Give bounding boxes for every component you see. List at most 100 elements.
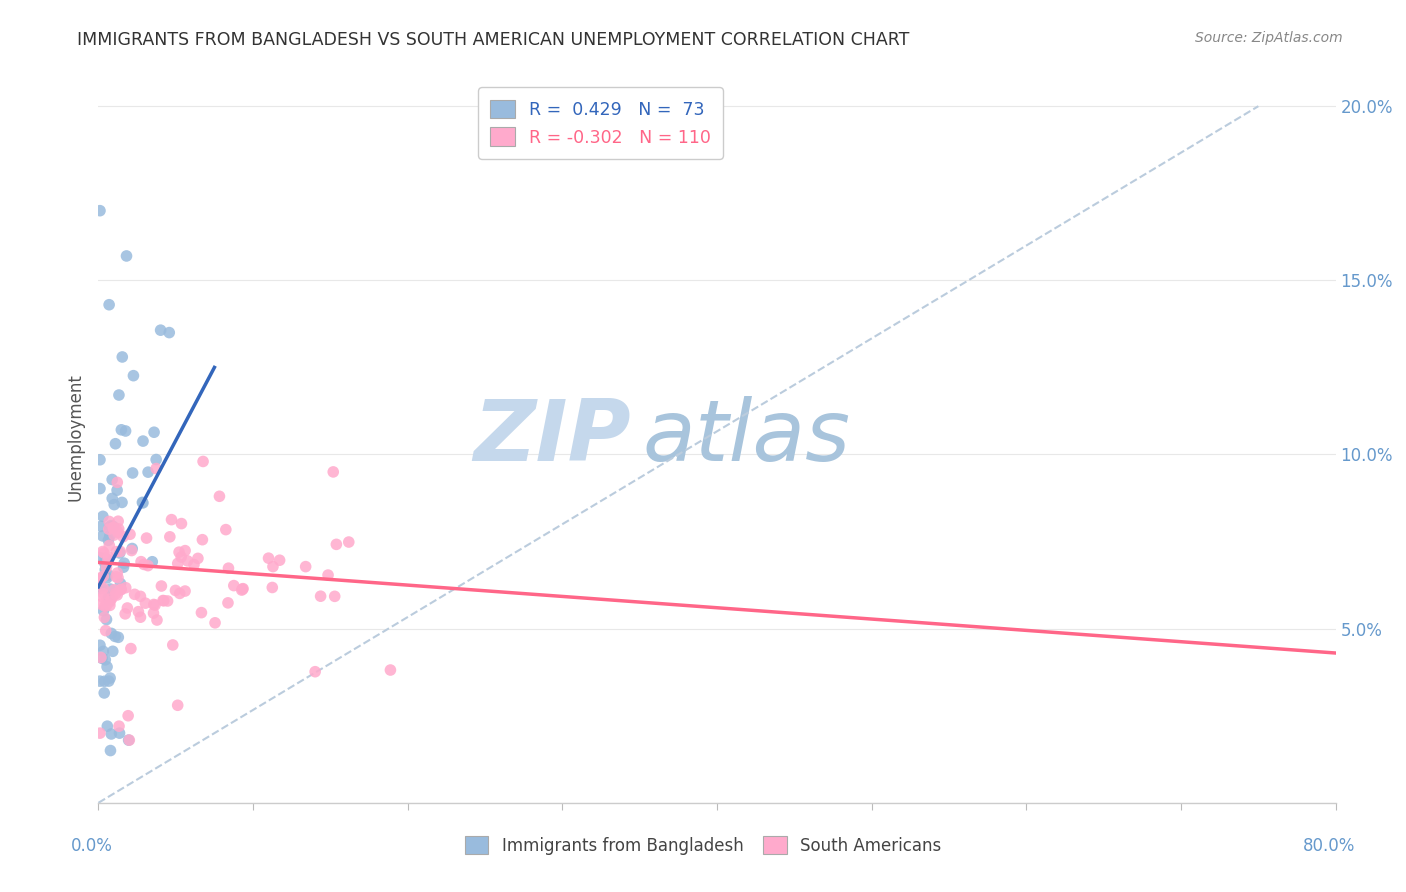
Point [117,601,139,615]
Point [294,559,316,574]
Point [136,558,159,573]
Y-axis label: Unemployment: Unemployment [66,373,84,501]
Point [112,560,135,574]
Point [103,582,125,597]
Point [204,615,226,630]
Point [96,660,118,674]
Point [93,674,115,689]
Point [156,594,179,608]
Point [129,555,152,569]
Point [110,582,132,597]
Point [89,571,111,585]
Point [183,558,205,572]
Point [89,452,111,467]
Text: atlas: atlas [643,395,851,479]
Point [304,665,326,679]
Point [323,590,346,604]
Point [131,495,153,509]
Point [170,516,193,531]
Point [105,524,128,538]
Point [124,587,146,601]
Point [93,587,115,601]
Point [105,544,128,558]
Point [174,584,197,599]
Point [114,607,136,621]
Point [89,638,111,652]
Point [145,452,167,467]
Point [105,570,128,584]
Point [127,605,149,619]
Point [231,582,253,596]
Point [232,582,254,596]
Point [112,530,135,544]
Point [107,571,129,585]
Point [110,544,132,558]
Point [112,556,135,570]
Point [93,610,115,624]
Point [90,580,112,594]
Point [100,518,122,533]
Point [89,582,111,596]
Point [104,587,127,601]
Point [91,581,114,595]
Point [165,583,187,598]
Point [94,551,117,566]
Point [97,533,120,548]
Point [170,550,193,565]
Point [94,624,117,638]
Point [174,543,197,558]
Point [93,546,115,560]
Point [100,743,122,757]
Point [215,523,238,537]
Point [262,581,284,595]
Point [121,466,143,480]
Point [143,425,166,440]
Point [129,610,152,624]
Point [107,630,129,644]
Point [103,498,125,512]
Text: Source: ZipAtlas.com: Source: ZipAtlas.com [1195,31,1343,45]
Text: IMMIGRANTS FROM BANGLADESH VS SOUTH AMERICAN UNEMPLOYMENT CORRELATION CHART: IMMIGRANTS FROM BANGLADESH VS SOUTH AMER… [77,31,910,49]
Point [101,644,124,658]
Point [145,461,167,475]
Point [94,563,117,577]
Point [167,545,190,559]
Point [208,489,231,503]
Point [114,424,136,438]
Point [98,538,121,552]
Point [217,596,239,610]
Point [96,719,118,733]
Point [162,638,184,652]
Point [96,599,118,613]
Point [134,596,156,610]
Point [91,529,114,543]
Point [262,559,284,574]
Point [257,551,280,566]
Point [103,528,125,542]
Point [107,525,129,540]
Point [91,544,114,558]
Point [100,626,122,640]
Point [101,591,124,606]
Point [98,298,121,312]
Point [121,541,143,556]
Point [98,594,121,608]
Point [136,465,159,479]
Point [231,583,253,598]
Point [90,597,112,611]
Point [114,581,136,595]
Point [108,726,131,740]
Point [91,569,114,583]
Legend: Immigrants from Bangladesh, South Americans: Immigrants from Bangladesh, South Americ… [458,830,948,862]
Point [93,604,115,618]
Point [110,582,132,597]
Point [135,531,157,545]
Point [96,554,118,568]
Point [101,491,124,506]
Point [141,555,163,569]
Point [91,644,114,658]
Point [97,674,120,689]
Point [91,651,114,665]
Point [117,733,139,747]
Point [93,556,115,570]
